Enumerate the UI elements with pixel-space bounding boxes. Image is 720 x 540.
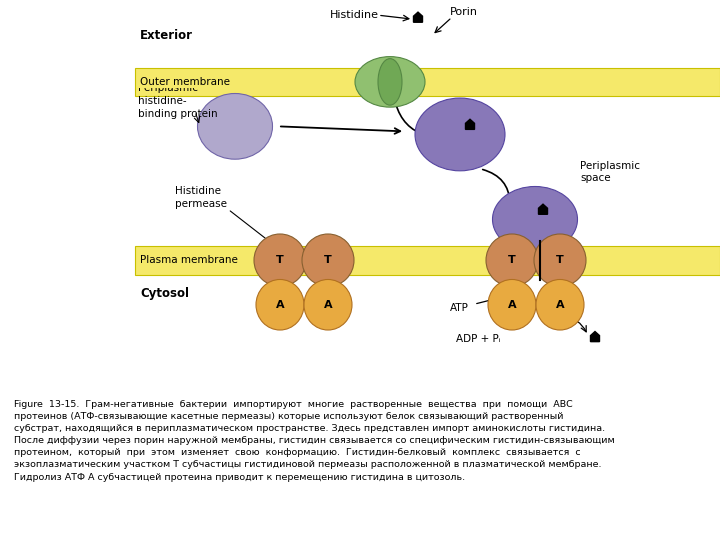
Text: T: T <box>324 255 332 265</box>
Text: T: T <box>508 255 516 265</box>
Text: Periplasmic
space: Periplasmic space <box>580 161 640 183</box>
Bar <box>135 68 720 96</box>
Text: Exterior: Exterior <box>140 29 193 42</box>
Text: A: A <box>556 300 564 310</box>
Ellipse shape <box>486 234 538 287</box>
Ellipse shape <box>256 280 304 330</box>
Text: Figure  13-15.  Грам-негативные  бактерии  импортируют  многие  растворенные  ве: Figure 13-15. Грам-негативные бактерии и… <box>14 400 615 482</box>
Text: A: A <box>508 300 516 310</box>
Polygon shape <box>590 332 600 342</box>
Polygon shape <box>539 204 547 214</box>
Polygon shape <box>413 12 423 22</box>
Ellipse shape <box>488 280 536 330</box>
Ellipse shape <box>302 234 354 287</box>
Text: Plasma membrane: Plasma membrane <box>140 255 238 265</box>
Text: ATP: ATP <box>450 303 469 313</box>
Ellipse shape <box>378 59 402 105</box>
Ellipse shape <box>197 93 272 159</box>
Text: A: A <box>324 300 333 310</box>
Text: Histidine
permease: Histidine permease <box>175 186 227 208</box>
Ellipse shape <box>536 280 584 330</box>
Text: A: A <box>276 300 284 310</box>
Text: T: T <box>276 255 284 265</box>
Bar <box>135 246 720 275</box>
Text: Cytosol: Cytosol <box>140 287 189 300</box>
Text: Porin: Porin <box>450 7 478 17</box>
Ellipse shape <box>254 234 306 287</box>
Ellipse shape <box>304 280 352 330</box>
Text: T: T <box>556 255 564 265</box>
Text: Outer membrane: Outer membrane <box>140 77 230 87</box>
Text: ADP + Pᵢ: ADP + Pᵢ <box>456 334 500 343</box>
Ellipse shape <box>492 186 577 252</box>
Text: Periplasmic
histidine-
binding protein: Periplasmic histidine- binding protein <box>138 83 217 119</box>
Ellipse shape <box>415 98 505 171</box>
Ellipse shape <box>355 57 425 107</box>
Text: Histidine: Histidine <box>330 10 379 20</box>
Ellipse shape <box>534 234 586 287</box>
Polygon shape <box>466 119 474 130</box>
